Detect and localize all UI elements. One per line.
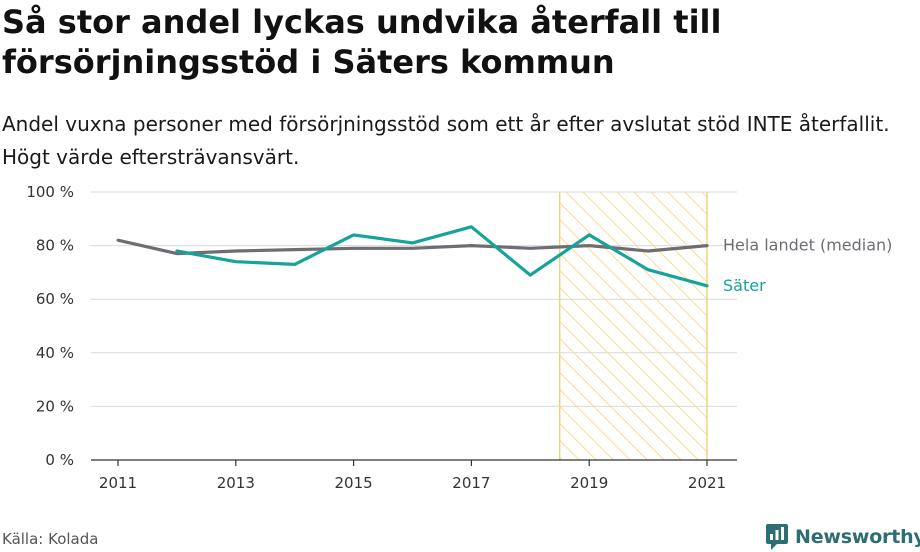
- source-note: Källa: Kolada: [2, 530, 99, 548]
- x-tick-label: 2015: [335, 474, 373, 492]
- series-label-sater: Säter: [723, 276, 766, 295]
- y-tick-label: 60 %: [36, 290, 74, 308]
- series-line-sater: [175, 225, 709, 288]
- x-tick-label: 2011: [99, 474, 137, 492]
- y-tick-label: 20 %: [36, 397, 74, 415]
- brand-logo: Newsworthy: [765, 522, 920, 552]
- x-tick-label: 2013: [217, 474, 255, 492]
- y-tick-label: 80 %: [36, 237, 74, 255]
- y-tick-label: 40 %: [36, 344, 74, 362]
- highlight-band: [559, 192, 707, 460]
- series-label-national: Hela landet (median): [723, 236, 892, 255]
- x-tick-label: 2021: [688, 474, 726, 492]
- brand-name: Newsworthy: [795, 526, 920, 548]
- chart-subtitle: Andel vuxna personer med försörjningsstö…: [2, 112, 890, 169]
- y-tick-label: 0 %: [45, 451, 74, 469]
- x-tick-label: 2019: [570, 474, 608, 492]
- chart-title: Så stor andel lyckas undvika återfall ti…: [2, 3, 722, 81]
- newsworthy-logo-icon: [766, 524, 788, 550]
- x-tick-label: 2017: [452, 474, 490, 492]
- y-tick-label: 100 %: [26, 183, 74, 201]
